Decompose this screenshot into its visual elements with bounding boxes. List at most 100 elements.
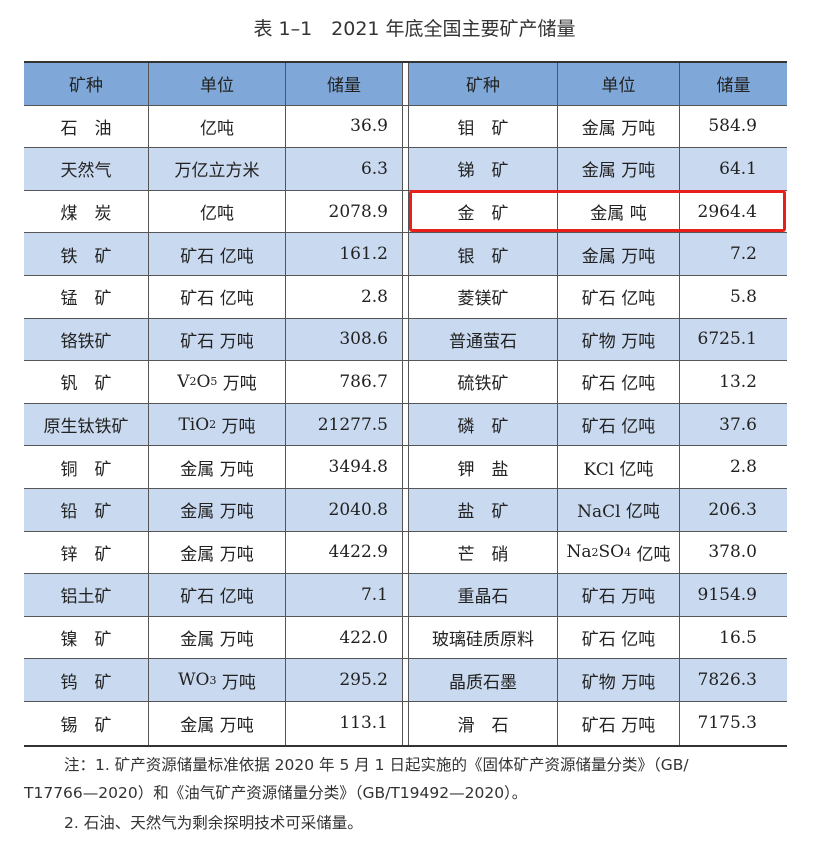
highlight-box — [409, 190, 786, 232]
mineral-cell: 菱镁矿 — [409, 275, 558, 318]
table-row: 铜 矿 金属 万吨 3494.8 钾 盐 KCl 亿吨 2.8 — [24, 446, 787, 489]
mineral-cell: 原生钛铁矿 — [24, 403, 149, 446]
mineral-cell: 硫铁矿 — [409, 361, 558, 403]
reserve-cell: 16.5 — [719, 627, 757, 648]
column-divider — [403, 318, 409, 361]
mineral-cell: 铬铁矿 — [24, 318, 149, 361]
unit-text: O — [196, 371, 211, 392]
unit-text: 亿吨 — [631, 544, 671, 565]
mineral-cell: 钾 盐 — [409, 446, 558, 488]
unit-cell: 金属 万吨 — [149, 616, 286, 659]
mineral-cell: 天然气 — [24, 148, 149, 190]
unit-text: V — [177, 371, 190, 392]
mineral-cell: 锑 矿 — [409, 148, 558, 190]
unit-cell: WO 3 万吨 — [149, 659, 286, 701]
column-divider — [403, 190, 409, 233]
table-row: 钨 矿 WO 3 万吨 295.2 晶质石墨 矿物 万吨 7826.3 — [24, 659, 787, 702]
column-divider — [403, 659, 409, 701]
mineral-cell: 钨 矿 — [24, 659, 149, 701]
table-row: 镍 矿 金属 万吨 422.0 玻璃硅质原料 矿石 亿吨 16.5 — [24, 616, 787, 660]
reserve-cell: 9154.9 — [697, 584, 757, 605]
table-header-row: 矿种 单位 储量 矿种 单位 储量 — [24, 63, 787, 106]
mineral-cell: 石 油 — [24, 105, 149, 148]
unit-text: KCl 亿吨 — [583, 459, 654, 480]
header-reserve: 储量 — [286, 63, 403, 105]
unit-cell: NaCl 亿吨 — [558, 488, 680, 531]
unit-text: 金属 吨 — [590, 204, 647, 225]
reserve-cell: 13.2 — [719, 371, 757, 392]
mineral-cell: 滑 石 — [409, 701, 558, 745]
reserve-cell: 206.3 — [708, 499, 757, 520]
unit-subscript: 2 — [209, 418, 217, 432]
unit-text: Na — [566, 542, 592, 563]
unit-text: 万吨 — [216, 417, 256, 438]
table-row: 锡 矿 金属 万吨 113.1 滑 石 矿石 万吨 7175.3 — [24, 701, 787, 745]
mineral-cell: 铝土矿 — [24, 574, 149, 616]
mineral-cell: 铁 矿 — [24, 233, 149, 275]
unit-cell: 亿吨 — [149, 190, 286, 233]
reserve-cell: 6725.1 — [697, 329, 757, 350]
mineral-cell: 盐 矿 — [409, 488, 558, 531]
reserve-cell: 7.2 — [729, 244, 757, 265]
reserve-cell: 584.9 — [708, 116, 757, 137]
unit-subscript: 4 — [624, 545, 632, 559]
header-reserve: 储量 — [716, 76, 751, 97]
unit-cell: 矿石 亿吨 — [149, 574, 286, 616]
reserve-cell: 21277.5 — [286, 403, 403, 446]
unit-subscript: 2 — [189, 375, 197, 389]
unit-text: 矿石 万吨 — [180, 331, 254, 352]
unit-text: 万吨 — [216, 672, 256, 693]
unit-text: 万亿立方米 — [174, 161, 260, 182]
reserve-cell: 37.6 — [719, 414, 757, 435]
unit-subscript: 3 — [209, 673, 217, 687]
reserve-cell: 3494.8 — [286, 446, 403, 488]
reserve-cell: 7.1 — [286, 574, 403, 616]
column-divider — [403, 616, 409, 659]
mineral-cell: 重晶石 — [409, 574, 558, 616]
column-divider — [403, 275, 409, 318]
mineral-cell: 钼 矿 — [409, 105, 558, 148]
unit-text: 矿石 亿吨 — [581, 289, 656, 310]
reserve-cell: 422.0 — [286, 616, 403, 659]
unit-cell: 矿物 万吨 — [558, 318, 680, 361]
reserve-cell: 113.1 — [286, 701, 403, 745]
reserve-cell: 36.9 — [286, 105, 403, 148]
reserve-cell: 4422.9 — [286, 531, 403, 574]
unit-cell: 矿石 亿吨 — [558, 616, 680, 659]
unit-cell: 矿石 亿吨 — [558, 403, 680, 446]
header-mineral: 矿种 — [409, 63, 558, 105]
column-divider — [403, 148, 409, 190]
note-line-1: 注：1. 矿产资源储量标准依据 2020 年 5 月 1 日起实施的《固体矿产资… — [64, 756, 689, 774]
column-divider — [403, 361, 409, 403]
unit-text: 矿石 亿吨 — [581, 417, 656, 438]
unit-text: 金属 万吨 — [180, 715, 254, 736]
unit-cell: 矿石 亿吨 — [558, 275, 680, 318]
table-row: 铁 矿 矿石 亿吨 161.2 银 矿 金属 万吨 7.2 — [24, 233, 787, 276]
header-mineral: 矿种 — [24, 63, 149, 105]
unit-cell: KCl 亿吨 — [558, 446, 680, 488]
reserve-cell: 2.8 — [286, 275, 403, 318]
reserve-cell: 308.6 — [286, 318, 403, 361]
table-row: 天然气 万亿立方米 6.3 锑 矿 金属 万吨 64.1 — [24, 148, 787, 191]
unit-cell: Na 2 SO 4 亿吨 — [558, 531, 680, 574]
column-divider — [403, 403, 409, 446]
unit-cell: 金属 万吨 — [149, 488, 286, 531]
unit-text: 金属 万吨 — [180, 502, 254, 523]
table-row: 铅 矿 金属 万吨 2040.8 盐 矿 NaCl 亿吨 206.3 — [24, 488, 787, 532]
column-divider — [403, 63, 409, 105]
header-unit: 单位 — [558, 63, 680, 105]
unit-text: 亿吨 — [200, 118, 234, 139]
reserve-cell: 786.7 — [286, 361, 403, 403]
reserve-cell: 7175.3 — [697, 713, 757, 734]
mineral-cell: 钒 矿 — [24, 361, 149, 403]
unit-text: 亿吨 — [200, 204, 234, 225]
reserve-cell: 161.2 — [286, 233, 403, 275]
unit-text: 万吨 — [217, 374, 257, 395]
unit-text: 矿石 万吨 — [581, 715, 656, 736]
mineral-cell: 锰 矿 — [24, 275, 149, 318]
unit-text: 矿石 亿吨 — [581, 374, 656, 395]
unit-subscript: 2 — [591, 545, 599, 559]
unit-cell: 矿石 亿吨 — [149, 233, 286, 275]
reserve-cell: 6.3 — [286, 148, 403, 190]
